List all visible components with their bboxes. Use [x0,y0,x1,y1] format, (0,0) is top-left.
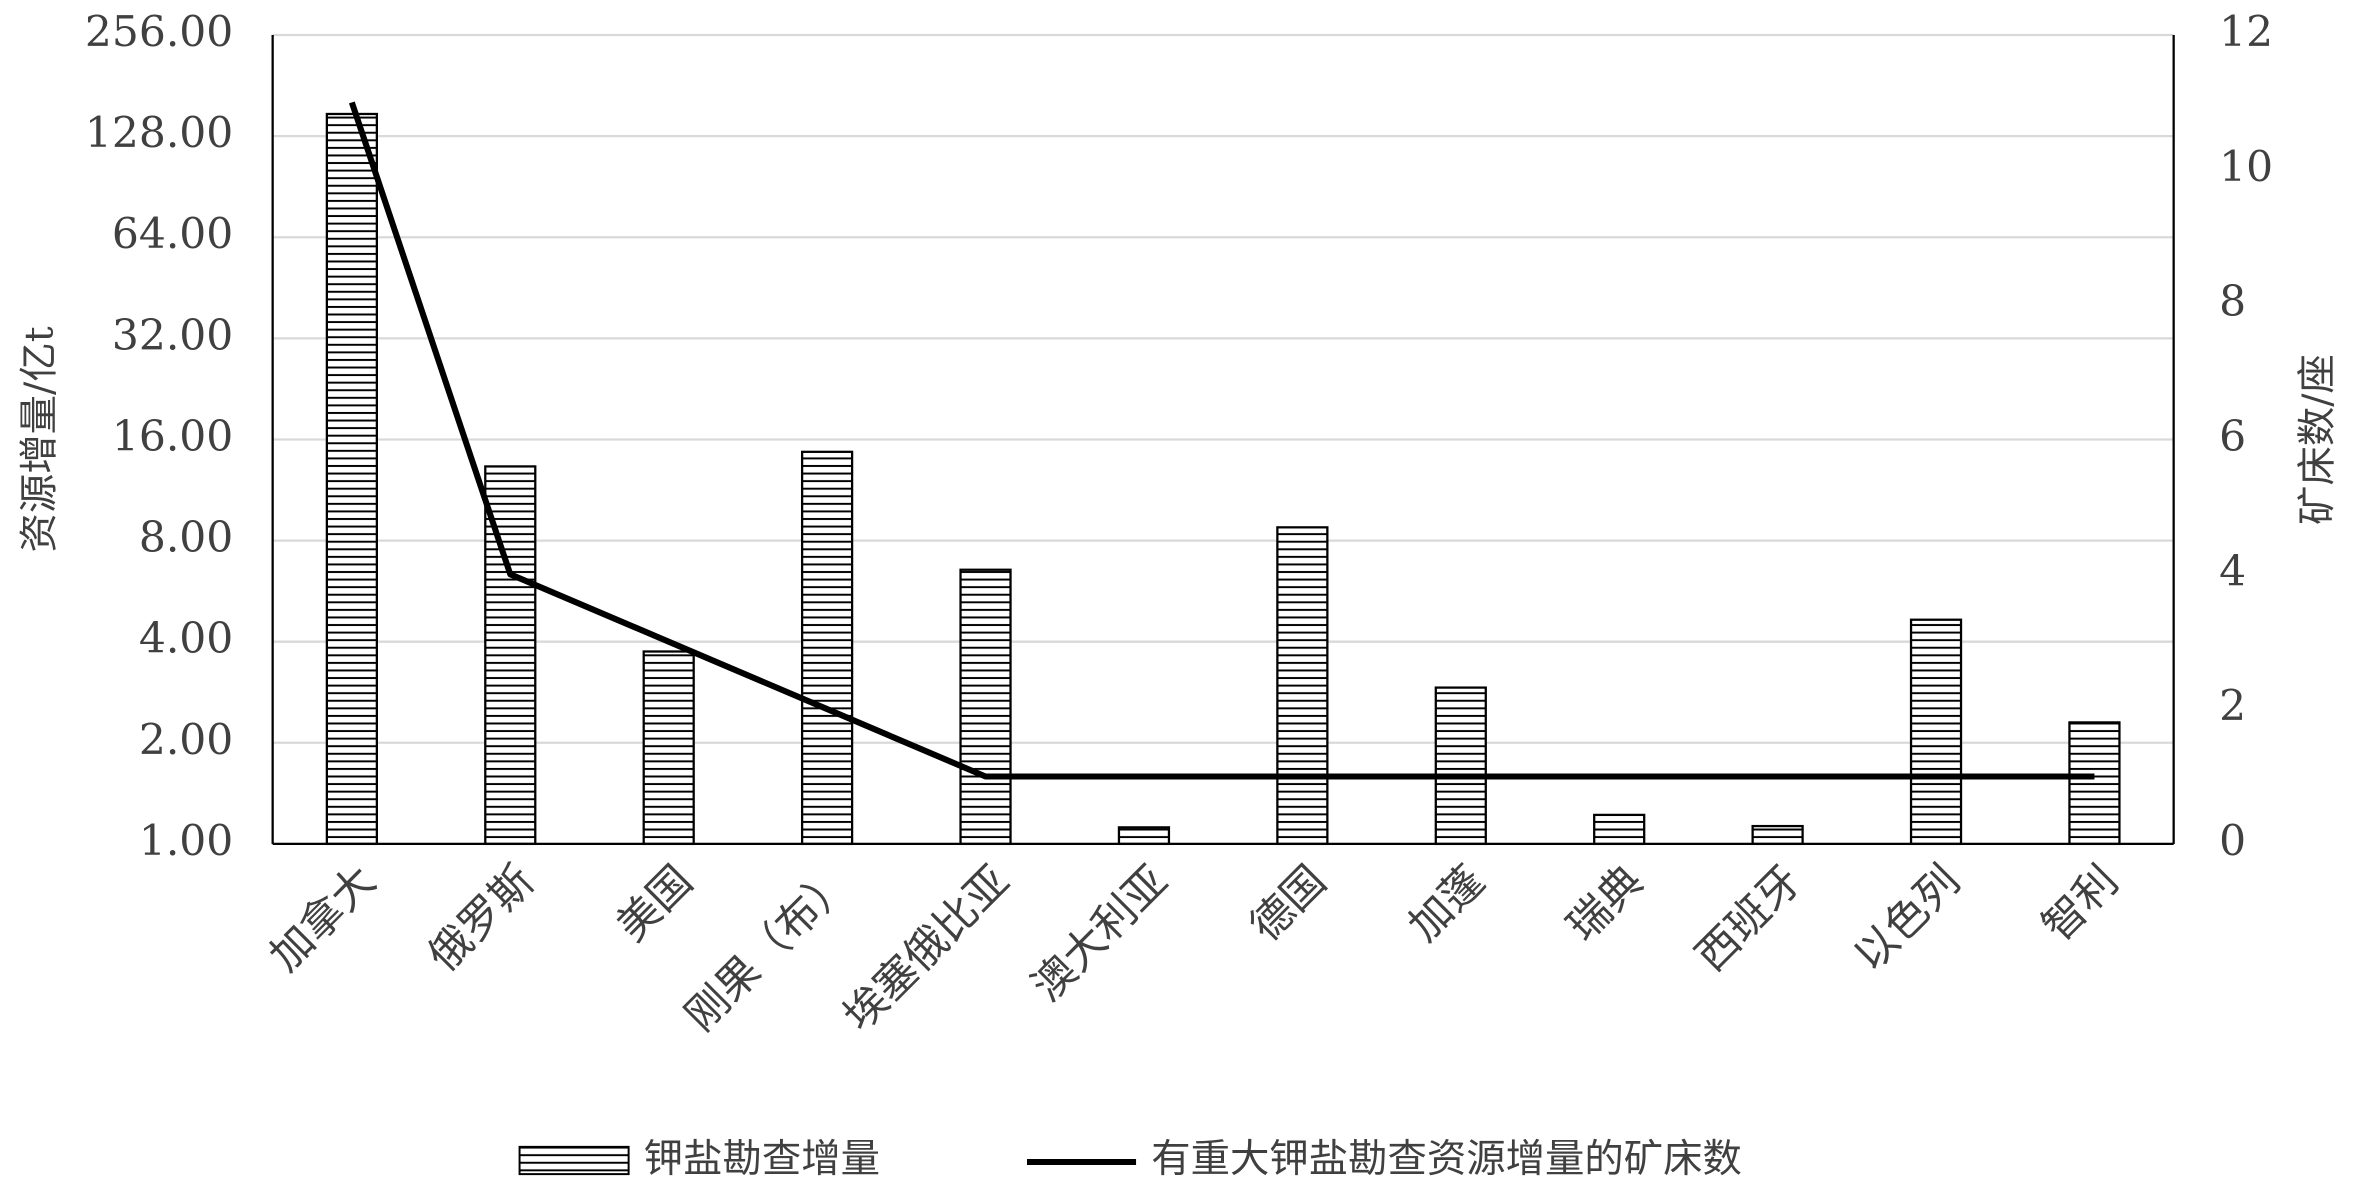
y-tick-label: 256.00 [85,8,233,57]
bar [2068,721,2121,846]
x-tick-label: 俄罗斯 [419,857,544,982]
x-tick-label: 刚果（布） [676,857,861,1042]
bar [1276,526,1329,846]
x-tick-label: 以色列 [1845,857,1970,982]
x-tick-label: 西班牙 [1687,857,1812,982]
y2-tick-label: 10 [2219,143,2273,192]
y2-tick-label: 4 [2219,547,2246,596]
bar [1751,824,1804,846]
x-tick-label: 瑞典 [1558,857,1653,952]
x-tick-label: 德国 [1241,857,1336,952]
y-tick-label: 4.00 [139,615,233,664]
bar [800,450,854,846]
x-tick-label: 加拿大 [261,857,386,982]
y-tick-label: 128.00 [85,109,233,158]
legend-label: 有重大钾盐勘查资源增量的矿床数 [1151,1136,1742,1182]
y2-tick-label: 0 [2219,817,2246,866]
y-tick-label: 2.00 [139,716,233,765]
x-tick-label: 澳大利亚 [1023,857,1178,1012]
x-tick-label: 加蓬 [1400,857,1495,952]
y2-tick-label: 12 [2219,8,2273,57]
bar [1117,826,1171,846]
legend-label: 钾盐勘查增量 [644,1136,880,1182]
bar [1593,813,1646,846]
grid [272,33,2174,846]
y-tick-label: 16.00 [112,412,233,461]
bars [325,112,2121,846]
bar [642,650,695,846]
y2-axis-label: 矿床数/座 [2295,354,2341,525]
legend-swatch [518,1145,630,1176]
bar [1909,618,1963,846]
x-tick-label: 美国 [608,857,703,952]
x-tick-label: 智利 [2034,857,2129,952]
y-tick-label: 1.00 [139,817,233,866]
bar [325,112,378,846]
y2-tick-label: 8 [2219,278,2246,327]
y-tick-label: 64.00 [112,210,233,259]
y-tick-label: 8.00 [139,514,233,563]
lines [348,101,2095,780]
y2-tick-label: 2 [2219,682,2246,731]
y-tick-label: 32.00 [112,311,233,360]
bar [1434,686,1487,846]
y2-tick-label: 6 [2219,412,2246,461]
line [348,101,2095,780]
x-tick-label: 埃塞俄比亚 [835,857,1020,1042]
legend: 钾盐勘查增量 有重大钾盐勘查资源增量的矿床数 [518,1136,1742,1182]
bar [959,568,1012,846]
y-axis-label: 资源增量/亿t [16,326,62,552]
